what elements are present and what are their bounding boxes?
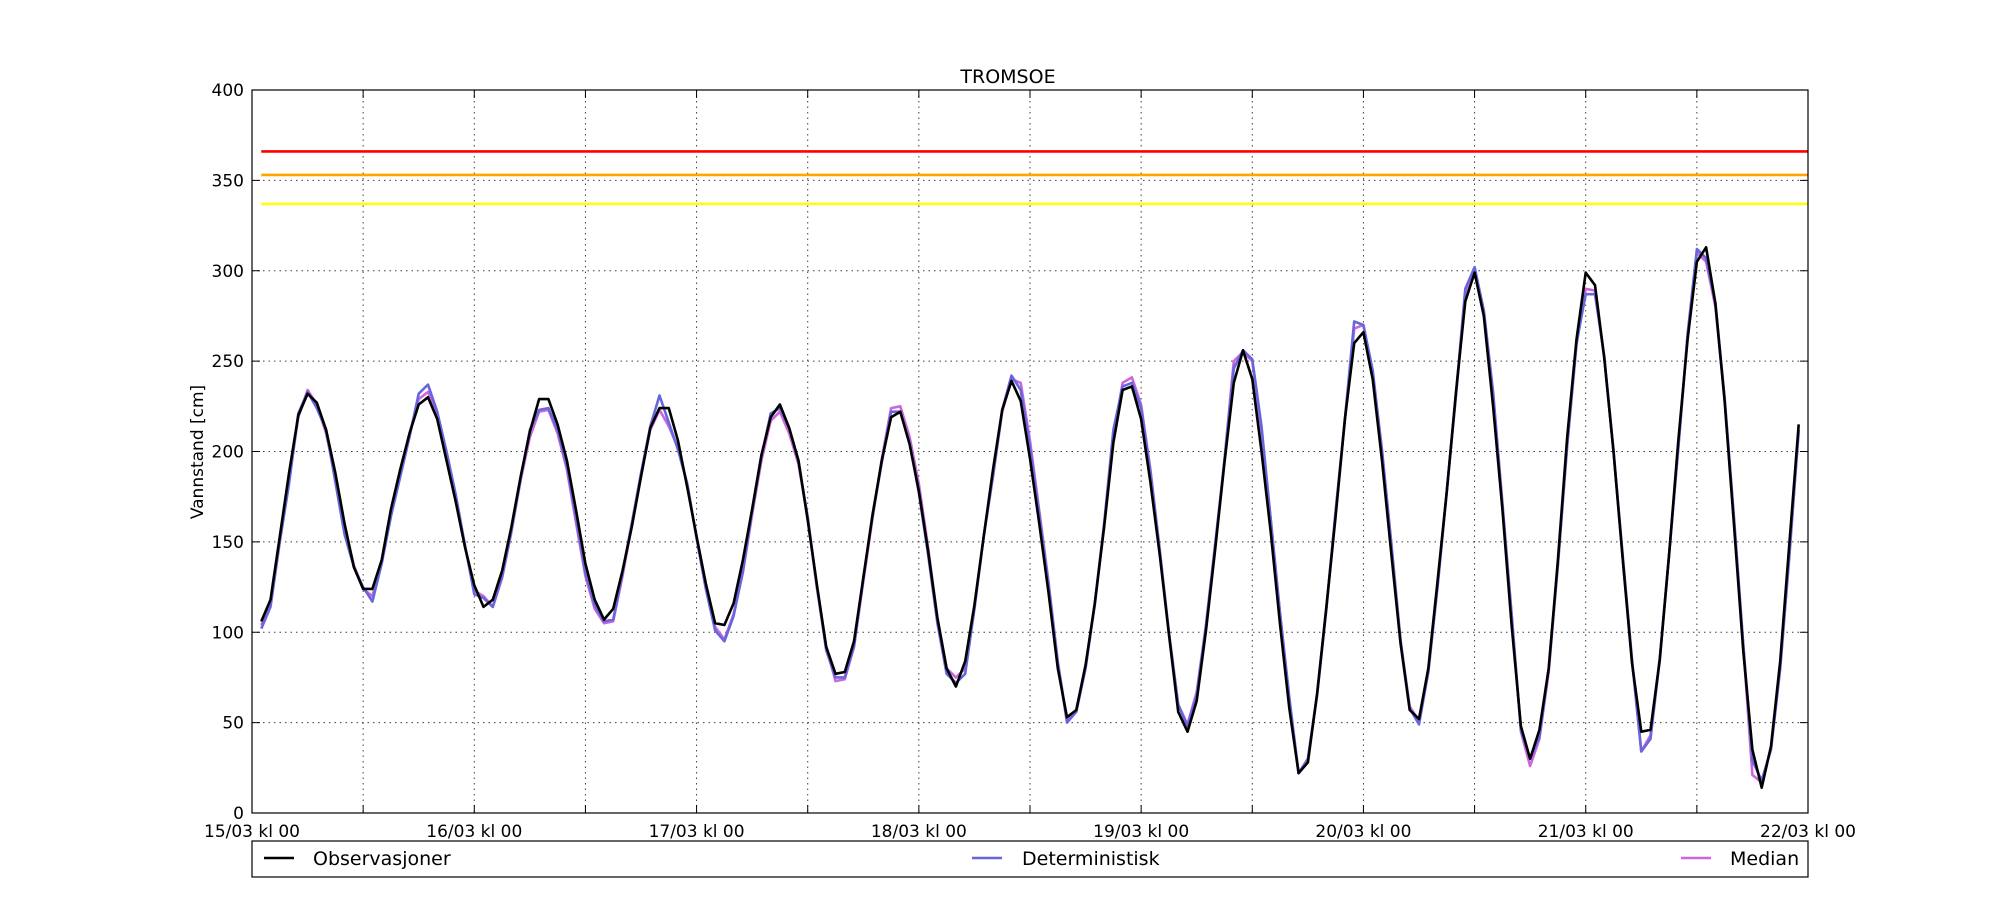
y-tick-label: 350 bbox=[212, 171, 244, 191]
x-tick-label: 18/03 kl 00 bbox=[871, 822, 967, 842]
x-tick-label: 17/03 kl 00 bbox=[649, 822, 745, 842]
y-tick-label: 400 bbox=[212, 81, 244, 101]
x-tick-label: 22/03 kl 00 bbox=[1760, 822, 1856, 842]
x-tick-label: 15/03 kl 00 bbox=[204, 822, 300, 842]
legend-label-observasjoner: Observasjoner bbox=[313, 848, 451, 870]
grid-lines bbox=[252, 90, 1808, 813]
y-tick-label: 100 bbox=[212, 623, 244, 643]
x-tick-label: 19/03 kl 00 bbox=[1093, 822, 1189, 842]
legend-label-median: Median bbox=[1730, 848, 1799, 870]
y-tick-label: 200 bbox=[212, 443, 244, 463]
y-tick-label: 250 bbox=[212, 352, 244, 372]
legend-frame bbox=[251, 840, 1809, 878]
y-axis-ticks: 0 50 100 150 200 250 300 350 400 bbox=[212, 81, 1808, 824]
y-tick-label: 0 bbox=[233, 804, 244, 824]
legend-label-deterministisk: Deterministisk bbox=[1022, 848, 1160, 870]
series-lines bbox=[260, 246, 1800, 789]
y-tick-label: 150 bbox=[212, 533, 244, 553]
x-tick-label: 16/03 kl 00 bbox=[426, 822, 522, 842]
x-axis-ticks: 15/03 kl 00 16/03 kl 00 17/03 kl 00 18/03 k… bbox=[204, 90, 1856, 842]
legend: Observasjoner Deterministisk Median bbox=[251, 840, 1809, 878]
series-line-observasjoner bbox=[260, 246, 1800, 789]
y-tick-label: 300 bbox=[212, 262, 244, 282]
x-tick-label: 21/03 kl 00 bbox=[1538, 822, 1634, 842]
y-tick-label: 50 bbox=[222, 714, 244, 734]
threshold-lines bbox=[261, 150, 1808, 206]
y-axis-label: Vannstand [cm] bbox=[188, 385, 208, 519]
x-tick-label: 20/03 kl 00 bbox=[1315, 822, 1411, 842]
chart-title: TROMSOE bbox=[959, 66, 1055, 88]
